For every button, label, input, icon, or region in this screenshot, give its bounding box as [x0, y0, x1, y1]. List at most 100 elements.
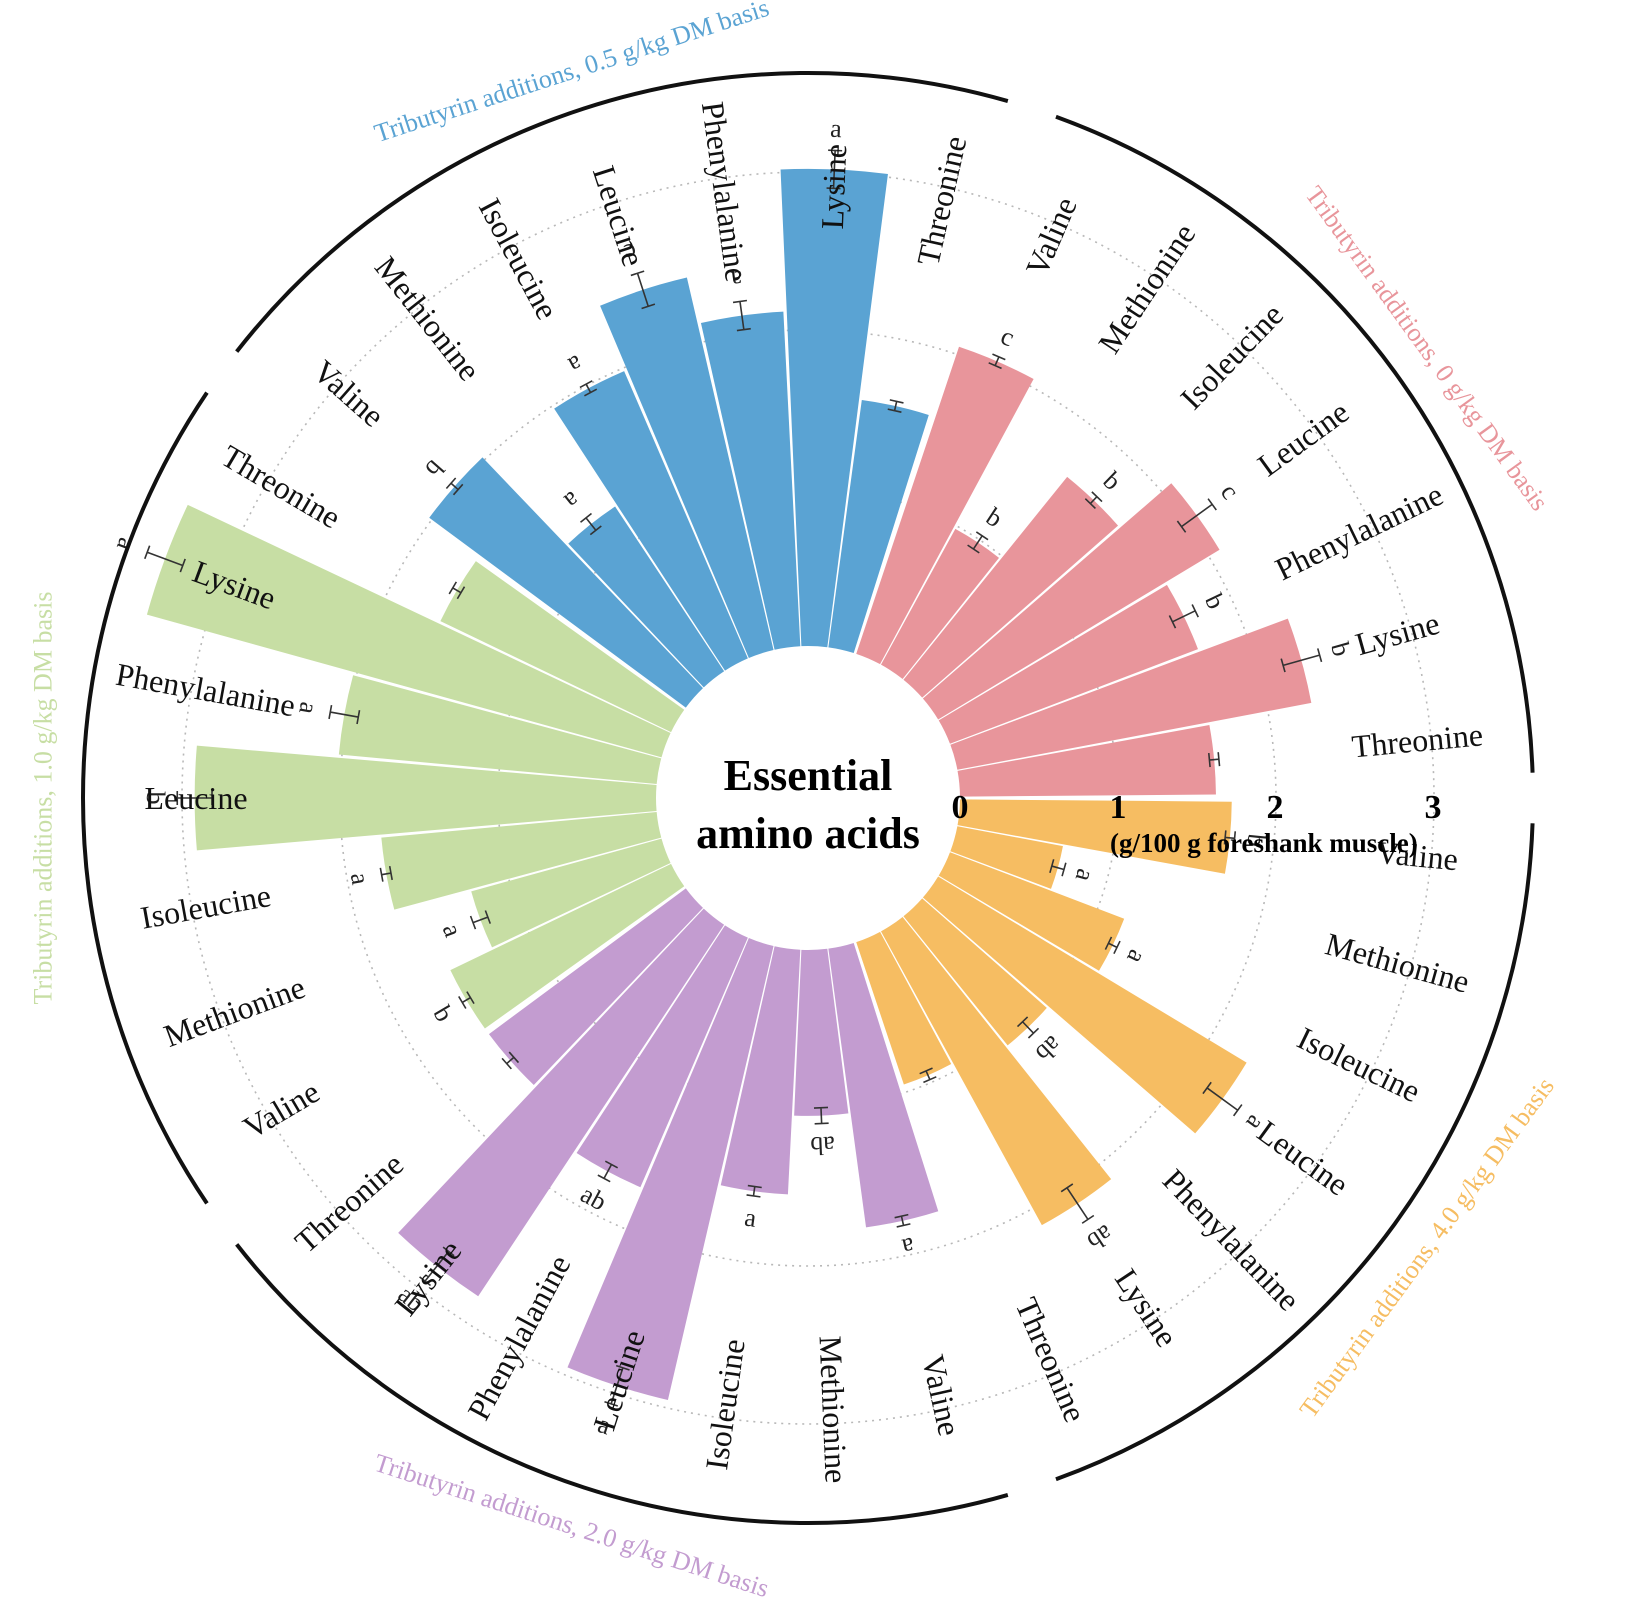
bar-g4-threonine: [856, 931, 952, 1085]
category-label-g2-isoleucine: Isoleucine: [138, 877, 274, 936]
letter-g1-lysine: a: [830, 114, 843, 143]
category-label-g0-methionine: Methionine: [1091, 217, 1203, 360]
bar-g1-valine: [429, 457, 703, 708]
letter-g1-phenylalanine: a: [729, 265, 745, 295]
error-bar-g4-isoleucine: [1104, 936, 1121, 955]
letter-g2-methionine: a: [437, 920, 468, 941]
error-bar-g3-methionine: [813, 1106, 829, 1125]
category-label-g2-threonine: Threonine: [215, 438, 347, 536]
letter-g2-isoleucine: a: [345, 870, 376, 887]
category-label-g0-isoleucine: Isoleucine: [1173, 296, 1290, 416]
letter-g2-valine: b: [428, 1001, 460, 1027]
bar-g0-methionine: [880, 528, 1000, 680]
center-title-line1: Essential: [724, 751, 893, 800]
bar-g0-isoleucine: [903, 476, 1119, 698]
category-label-g4-threonine: Threonine: [1008, 1292, 1093, 1427]
bar-g2-methionine: [471, 838, 671, 948]
letter-g4-methionine: a: [1070, 866, 1101, 885]
bar-g4-valine: [957, 799, 1232, 874]
radial-tick-2: 2: [1267, 789, 1284, 826]
bar-g2-lysine: [146, 504, 671, 758]
letter-g4-isoleucine: a: [1121, 945, 1152, 968]
radial-tick-0: 0: [952, 789, 969, 826]
category-label-g1-phenylalanine: Phenylalanine: [695, 99, 755, 283]
error-bar-g3-valine: [894, 1213, 911, 1228]
bar-g4-isoleucine: [938, 852, 1125, 971]
bar-g2-leucine: [194, 745, 657, 851]
error-bar-g0-threonine: [1207, 752, 1221, 768]
bar-g3-lysine: [398, 908, 725, 1297]
error-bar-g1-isoleucine: [579, 380, 598, 397]
group-arc-2: [81, 391, 209, 1205]
category-label-g4-valine: Valine: [1375, 834, 1460, 878]
group-title-0: Tributyrin additions, 0 g/kg DM basis: [1300, 181, 1555, 516]
error-bar-g3-phenylalanine: [597, 1160, 619, 1183]
error-bar-g0-valine: [988, 353, 1006, 370]
error-bar-g0-methionine: [967, 531, 989, 554]
error-bar-g0-leucine: [1176, 498, 1217, 533]
group-arc-0: [1055, 114, 1535, 773]
bar-g1-isoleucine: [554, 371, 748, 671]
error-bar-g0-isoleucine: [1084, 491, 1103, 509]
bar-g4-lysine: [880, 916, 1112, 1226]
category-label-g3-methionine: Methionine: [813, 1335, 855, 1484]
error-bar-g4-threonine: [919, 1067, 937, 1084]
error-bar-g1-lysine: [826, 149, 843, 190]
bar-g4-phenylalanine: [903, 898, 1047, 1046]
bar-g0-phenylalanine: [938, 584, 1198, 744]
letter-g0-phenylalanine: b: [1199, 589, 1231, 613]
letter-g0-lysine: b: [1325, 639, 1356, 659]
bar-g3-isoleucine: [720, 946, 801, 1195]
letter-g3-methionine: ab: [810, 1130, 836, 1160]
letter-g4-valine: b: [1241, 833, 1271, 849]
error-bar-g1-phenylalanine: [732, 299, 751, 332]
bar-g3-phenylalanine: [576, 925, 748, 1188]
category-label-g3-isoleucine: Isoleucine: [698, 1337, 752, 1472]
bar-g1-phenylalanine: [700, 311, 801, 650]
letter-g3-valine: a: [899, 1231, 917, 1262]
bar-g4-leucine: [922, 876, 1247, 1134]
error-bar-g3-threonine: [501, 1051, 520, 1070]
error-bar-g0-lysine: [1280, 648, 1323, 673]
bar-g1-lysine: [780, 168, 888, 648]
letter-g3-isoleucine: a: [743, 1203, 759, 1233]
group-arc-3: [235, 1243, 1009, 1525]
category-label-g2-leucine: Leucine: [144, 780, 247, 816]
category-label-g0-leucine: Leucine: [1251, 393, 1356, 483]
category-label-g1-threonine: Threonine: [910, 133, 974, 269]
bar-g2-threonine: [440, 561, 685, 733]
error-bar-g3-leucine: [604, 1364, 630, 1407]
letter-g1-methionine: a: [558, 486, 585, 516]
error-bar-g4-leucine: [1202, 1081, 1243, 1117]
bar-g0-leucine: [922, 483, 1220, 720]
bar-g1-threonine: [828, 399, 929, 654]
error-bar-g2-methionine: [469, 910, 492, 930]
error-bar-g2-threonine: [448, 581, 466, 600]
letter-g0-valine: c: [997, 321, 1019, 352]
error-bar-g2-phenylalanine: [328, 705, 361, 725]
error-bar-g3-isoleucine: [746, 1184, 762, 1198]
category-label-g0-threonine: Threonine: [1350, 716, 1484, 764]
category-label-g0-valine: Valine: [1018, 192, 1084, 281]
error-bar-g1-methionine: [580, 512, 602, 536]
bar-g0-lysine: [950, 618, 1312, 770]
error-bar-g3-lysine: [419, 1246, 455, 1287]
category-label-g1-methionine: Methionine: [368, 249, 488, 387]
error-bar-g1-threonine: [887, 399, 904, 413]
category-label-g4-methionine: Methionine: [1322, 925, 1474, 999]
category-label-g1-leucine: Leucine: [586, 161, 652, 270]
category-label-g2-phenylalanine: Phenylalanine: [113, 656, 298, 724]
category-label-g4-isoleucine: Isoleucine: [1292, 1020, 1426, 1110]
category-label-g3-valine: Valine: [915, 1351, 968, 1439]
category-label-g4-phenylalanine: Phenylalanine: [1156, 1162, 1307, 1318]
category-label-g1-valine: Valine: [306, 353, 391, 434]
group-title-2: Tributyrin additions, 1.0 g/kg DM basis: [29, 592, 58, 1005]
letter-g2-phenylalanine: a: [293, 700, 324, 717]
category-label-g3-threonine: Threonine: [288, 1146, 410, 1260]
letter-g1-valine: b: [419, 454, 449, 483]
error-bar-g2-isoleucine: [379, 866, 393, 882]
bar-g1-leucine: [600, 277, 774, 658]
category-label-g1-lysine: Lysine: [814, 143, 854, 230]
letter-g0-methionine: b: [981, 502, 1008, 533]
